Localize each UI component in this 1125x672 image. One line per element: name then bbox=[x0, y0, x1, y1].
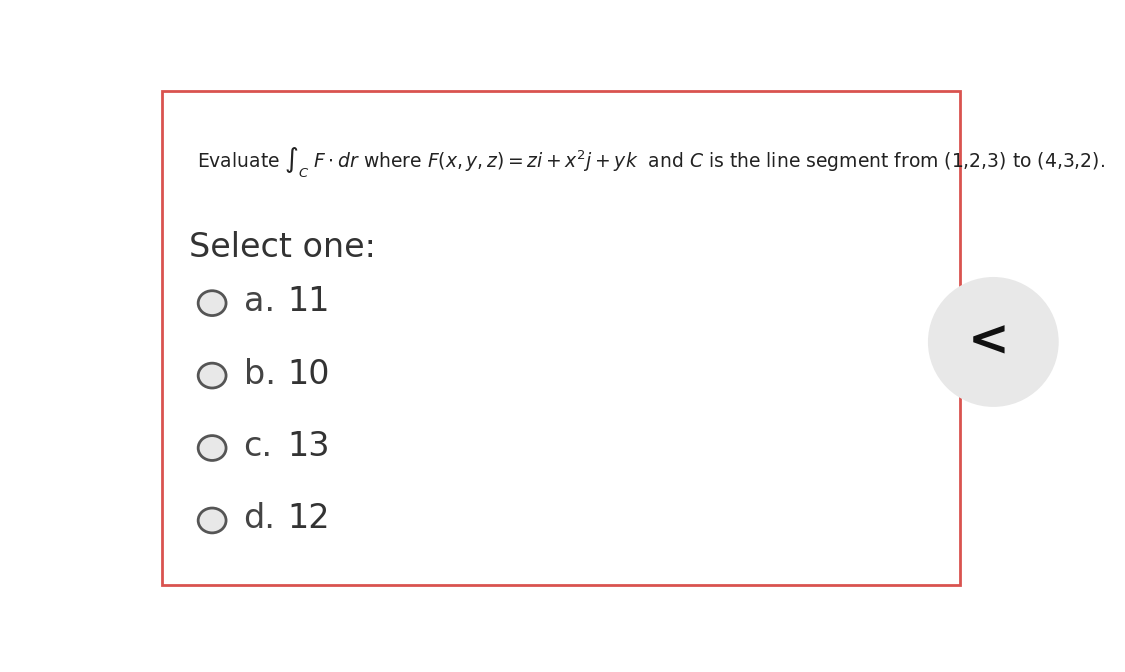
Text: c.: c. bbox=[243, 430, 272, 463]
FancyBboxPatch shape bbox=[162, 91, 961, 585]
Ellipse shape bbox=[198, 435, 226, 460]
Text: 10: 10 bbox=[287, 358, 330, 390]
Text: d.: d. bbox=[243, 503, 276, 536]
Ellipse shape bbox=[198, 291, 226, 316]
Text: a.: a. bbox=[243, 285, 274, 318]
Ellipse shape bbox=[198, 363, 226, 388]
Text: 12: 12 bbox=[287, 503, 330, 536]
Ellipse shape bbox=[198, 508, 226, 533]
Text: 11: 11 bbox=[287, 285, 330, 318]
Text: b.: b. bbox=[243, 358, 276, 390]
Text: <: < bbox=[968, 318, 1010, 366]
Ellipse shape bbox=[928, 277, 1059, 407]
Text: 13: 13 bbox=[287, 430, 330, 463]
Text: Evaluate $\int_C$ $F \cdot dr$ where $F(x, y, z) = zi + x^2j + yk$  and $C$ is t: Evaluate $\int_C$ $F \cdot dr$ where $F(… bbox=[197, 145, 1106, 179]
Text: Select one:: Select one: bbox=[189, 230, 376, 263]
